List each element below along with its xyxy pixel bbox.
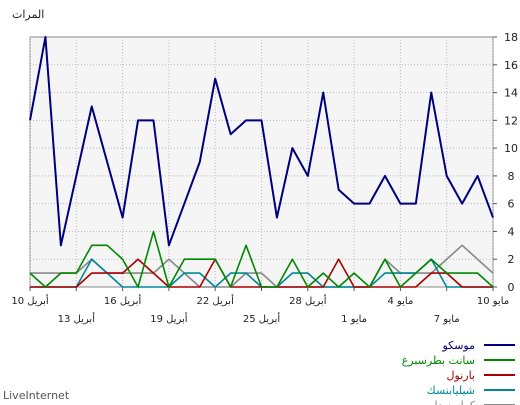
y-tick-label: 16 (504, 59, 518, 72)
y-axis-title: المرات (12, 8, 44, 21)
y-tick-label: 6 (508, 198, 515, 211)
x-tick-label: 10 أبريل (11, 294, 49, 307)
legend-label: موسكو (441, 339, 475, 352)
y-axis-ticks: 0 2 4 6 8 10 12 14 16 18 (493, 31, 518, 294)
x-tick-label: 4 مايو (387, 296, 413, 307)
x-tick-label: 28 أبريل (289, 294, 327, 307)
plot-area (29, 36, 494, 288)
y-tick-label: 10 (504, 142, 518, 155)
x-tick-label: 7 مايو (434, 314, 460, 325)
x-tick-label: 10 مايو (477, 296, 509, 307)
y-tick-label: 8 (508, 170, 515, 183)
x-tick-label: 22 أبريل (197, 294, 235, 307)
legend-label: كراسنودار (428, 399, 476, 405)
y-tick-label: 14 (504, 87, 518, 100)
x-tick-label: 16 أبريل (104, 294, 142, 307)
y-tick-label: 2 (508, 253, 515, 266)
legend-label: سانت بطرسبرغ (402, 354, 475, 367)
x-tick-label: 1 مايو (341, 314, 367, 325)
y-tick-label: 18 (504, 31, 518, 44)
legend-label: شيليابنسك (427, 384, 475, 397)
x-axis-ticks: 10 مايو 7 مايو 4 مايو 1 مايو 28 أبريل 25 أبري… (11, 287, 509, 325)
series-line-1 (29, 230, 494, 288)
legend-label: بارنول (447, 369, 475, 382)
series-lines (29, 36, 494, 288)
brand-label: LiveInternet (3, 389, 70, 402)
y-tick-label: 12 (504, 114, 518, 127)
x-tick-label: 19 أبريل (150, 312, 188, 325)
y-tick-label: 4 (508, 225, 515, 238)
legend: موسكو سانت بطرسبرغ بارنول شيليابنسك كراسنودا… (402, 339, 515, 405)
x-tick-label: 13 أبريل (58, 312, 96, 325)
series-line-0 (29, 36, 494, 247)
y-tick-label: 0 (508, 281, 515, 294)
x-tick-label: 25 أبريل (243, 312, 281, 325)
